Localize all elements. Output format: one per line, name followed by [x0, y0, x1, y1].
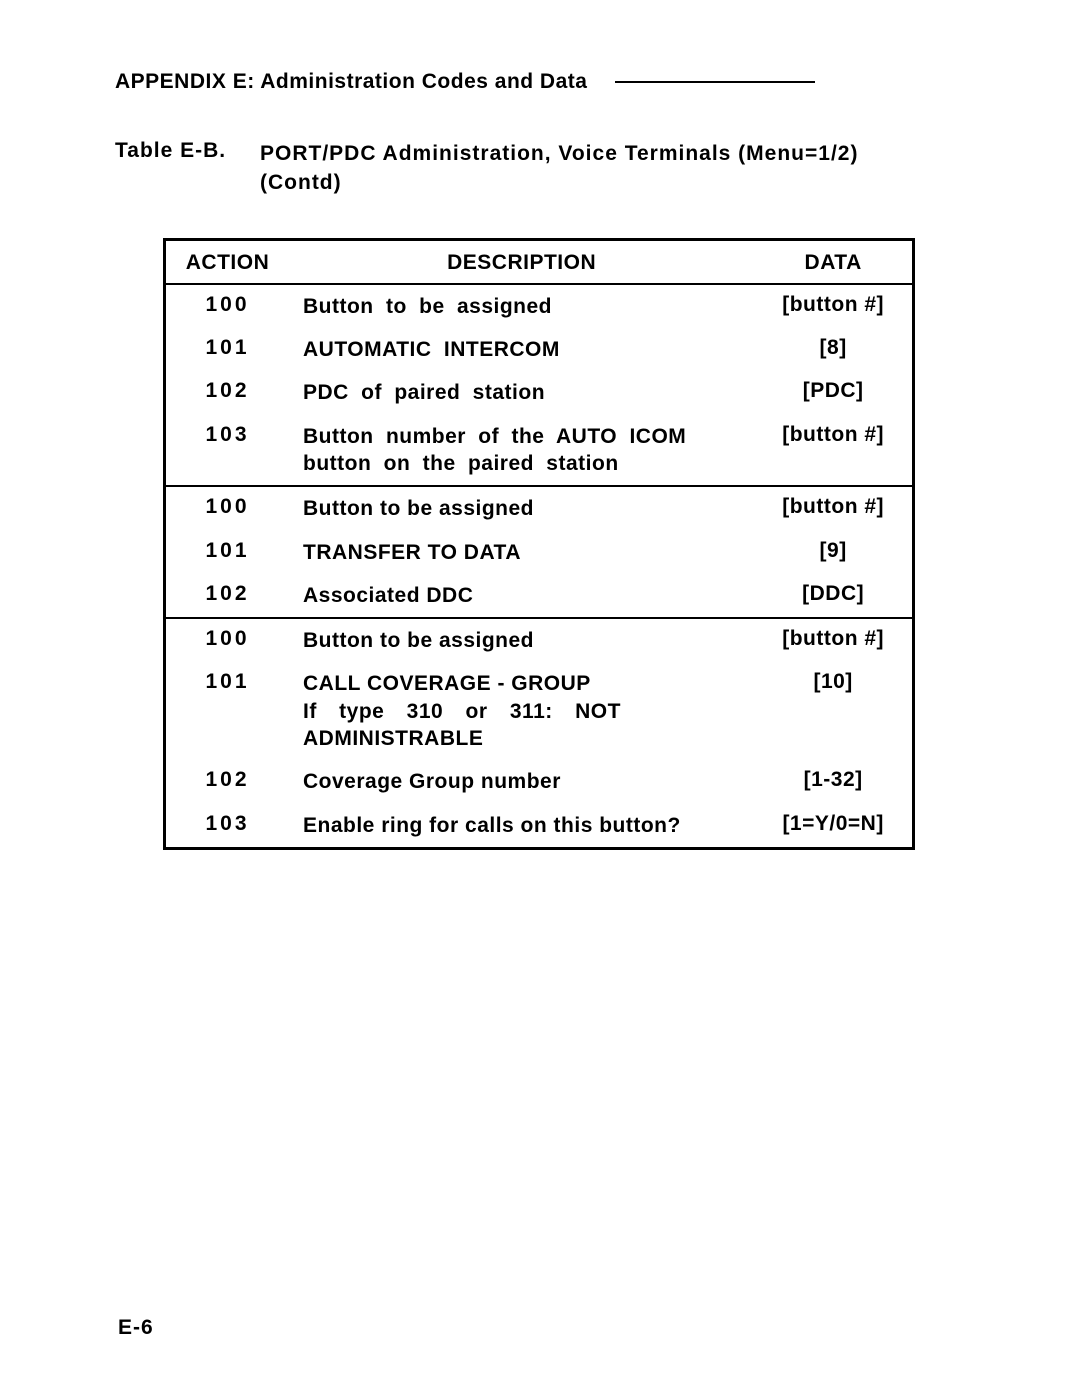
- cell-action: 102: [165, 371, 290, 414]
- table-title: PORT/PDC Administration, Voice Terminals…: [260, 139, 858, 198]
- cell-action: 100: [165, 486, 290, 530]
- cell-description: Button to be assigned: [289, 486, 754, 530]
- table-header-row: ACTION DESCRIPTION DATA: [165, 239, 914, 284]
- cell-data: [button #]: [754, 486, 913, 530]
- cell-data: [1-32]: [754, 760, 913, 803]
- cell-action: 101: [165, 531, 290, 574]
- appendix-header: APPENDIX E: Administration Codes and Dat…: [115, 70, 985, 94]
- cell-desc-line3: ADMINISTRABLE: [303, 727, 483, 750]
- table-row: 102 Coverage Group number [1-32]: [165, 760, 914, 803]
- table-row: 103 Button number of the AUTO ICOM butto…: [165, 415, 914, 487]
- cell-data: [button #]: [754, 284, 913, 328]
- cell-description: AUTOMATIC INTERCOM: [289, 328, 754, 371]
- cell-description: CALL COVERAGE - GROUP If type 310 or 311…: [289, 662, 754, 760]
- cell-data: [DDC]: [754, 574, 913, 618]
- cell-action: 103: [165, 804, 290, 849]
- cell-desc-line1: CALL COVERAGE - GROUP: [303, 672, 591, 695]
- cell-description: Button number of the AUTO ICOM button on…: [289, 415, 754, 487]
- table-title-line2: (Contd): [260, 171, 342, 194]
- cell-action: 101: [165, 662, 290, 760]
- cell-data: [1=Y/0=N]: [754, 804, 913, 849]
- table-row: 100 Button to be assigned [button #]: [165, 284, 914, 328]
- cell-action: 101: [165, 328, 290, 371]
- cell-description: Button to be assigned: [289, 618, 754, 662]
- cell-desc-line2: If type 310 or 311: NOT: [303, 700, 621, 723]
- table-title-line1: PORT/PDC Administration, Voice Terminals…: [260, 142, 858, 165]
- col-header-data: DATA: [754, 239, 913, 284]
- cell-description: Button to be assigned: [289, 284, 754, 328]
- cell-data: [8]: [754, 328, 913, 371]
- cell-action: 100: [165, 618, 290, 662]
- cell-data: [button #]: [754, 415, 913, 487]
- cell-description: PDC of paired station: [289, 371, 754, 414]
- table-row: 102 PDC of paired station [PDC]: [165, 371, 914, 414]
- table-row: 100 Button to be assigned [button #]: [165, 618, 914, 662]
- cell-data: [9]: [754, 531, 913, 574]
- appendix-title: APPENDIX E: Administration Codes and Dat…: [115, 70, 587, 94]
- cell-action: 100: [165, 284, 290, 328]
- cell-action: 103: [165, 415, 290, 487]
- cell-data: [10]: [754, 662, 913, 760]
- col-header-description: DESCRIPTION: [289, 239, 754, 284]
- cell-description: Enable ring for calls on this button?: [289, 804, 754, 849]
- page-number: E-6: [118, 1316, 154, 1340]
- table-caption: Table E-B. PORT/PDC Administration, Voic…: [115, 139, 985, 198]
- cell-description: Coverage Group number: [289, 760, 754, 803]
- table-row: 101 TRANSFER TO DATA [9]: [165, 531, 914, 574]
- table-row: 101 CALL COVERAGE - GROUP If type 310 or…: [165, 662, 914, 760]
- cell-description: Associated DDC: [289, 574, 754, 618]
- cell-data: [PDC]: [754, 371, 913, 414]
- table-row: 102 Associated DDC [DDC]: [165, 574, 914, 618]
- cell-action: 102: [165, 574, 290, 618]
- table-row: 103 Enable ring for calls on this button…: [165, 804, 914, 849]
- table-label: Table E-B.: [115, 139, 260, 198]
- col-header-action: ACTION: [165, 239, 290, 284]
- cell-action: 102: [165, 760, 290, 803]
- header-rule: [615, 81, 815, 83]
- admin-codes-table: ACTION DESCRIPTION DATA 100 Button to be…: [163, 238, 915, 850]
- cell-data: [button #]: [754, 618, 913, 662]
- cell-description: TRANSFER TO DATA: [289, 531, 754, 574]
- table-row: 100 Button to be assigned [button #]: [165, 486, 914, 530]
- table-row: 101 AUTOMATIC INTERCOM [8]: [165, 328, 914, 371]
